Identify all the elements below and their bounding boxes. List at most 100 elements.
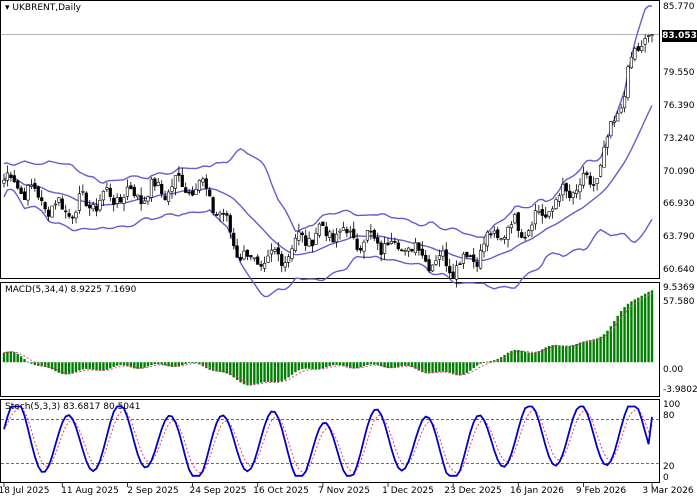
candle-body: [550, 208, 555, 212]
candle-body: [338, 230, 342, 233]
candle-body: [19, 187, 23, 195]
candle-body: [571, 192, 575, 198]
candle-body: [328, 231, 332, 238]
candle-body: [544, 214, 548, 218]
macd-bar: [438, 362, 441, 372]
macd-bar: [462, 362, 465, 375]
candle-body: [81, 190, 85, 193]
macd-bar: [609, 326, 613, 363]
macd-bar: [616, 315, 619, 363]
macd-panel[interactable]: MACD(5,34,4) 8.9225 7.1690: [0, 282, 660, 397]
macd-bar: [115, 362, 119, 366]
macd-bar: [499, 357, 503, 363]
candle-body: [201, 178, 205, 183]
macd-bar: [613, 321, 616, 363]
candle-body: [540, 209, 544, 216]
candle-body: [345, 228, 349, 234]
macd-bar: [362, 362, 366, 367]
candle-body: [372, 229, 376, 239]
candle-body: [160, 184, 164, 195]
candle-body: [214, 214, 219, 216]
date-tick: 24 Sep 2025: [189, 486, 247, 496]
macd-bar: [647, 291, 650, 363]
date-tick: 9 Feb 2026: [575, 486, 627, 496]
macd-bar: [225, 362, 229, 374]
macd-bar: [407, 362, 410, 367]
candle-body: [379, 242, 383, 255]
candle-body: [170, 186, 174, 192]
candle-body: [276, 247, 280, 255]
candle-body: [156, 181, 160, 186]
macd-bar: [263, 362, 266, 383]
candle-body: [33, 183, 37, 189]
macd-bar: [325, 362, 328, 368]
macd-bar: [71, 362, 74, 374]
candle-body: [166, 191, 171, 202]
macd-bar: [283, 362, 287, 380]
candle-body: [376, 237, 380, 244]
date-tick: 16 Jan 2026: [510, 486, 564, 496]
candle-body: [70, 216, 75, 219]
timeframe-label: Daily: [58, 3, 81, 13]
macd-bar: [273, 362, 277, 383]
candle-body: [218, 212, 222, 216]
macd-bar: [592, 339, 595, 363]
candle-body: [208, 189, 212, 197]
macd-bar: [160, 362, 163, 365]
macd-bar: [98, 362, 102, 371]
price-tick: 73.240: [663, 134, 695, 144]
candle-body: [578, 184, 582, 193]
macd-bar: [242, 362, 246, 385]
candle-body: [629, 56, 634, 69]
macd-bar: [211, 362, 215, 371]
macd-bar: [218, 362, 222, 372]
macd-bar: [222, 362, 225, 373]
candle-body: [413, 242, 418, 254]
macd-bar: [249, 362, 253, 386]
macd-bar: [205, 362, 208, 369]
candle-body: [417, 242, 421, 251]
macd-label: MACD(5,34,4) 8.9225 7.1690: [5, 285, 137, 295]
macd-bar: [57, 362, 61, 373]
candle-body: [50, 205, 54, 218]
candle-body: [211, 197, 215, 214]
candle-body: [40, 197, 44, 202]
macd-bar: [177, 362, 181, 367]
macd-bar: [232, 362, 235, 378]
candle-body: [36, 186, 40, 198]
date-tick: 3 Mar 2026: [642, 486, 694, 496]
macd-bar: [47, 362, 50, 368]
candle-body: [461, 253, 466, 264]
candle-body: [574, 189, 579, 195]
macd-bar: [527, 352, 530, 363]
macd-bar: [81, 362, 85, 370]
candle-body: [273, 249, 277, 252]
macd-bar: [630, 301, 633, 363]
candle-body: [22, 191, 27, 200]
candle-body: [115, 197, 119, 204]
candle-body: [9, 174, 13, 178]
candle-body: [324, 226, 328, 237]
macd-bar: [465, 362, 469, 374]
candle-body: [149, 178, 154, 198]
candle-body: [472, 254, 476, 262]
macd-bar: [67, 362, 71, 375]
candle-body: [502, 237, 507, 240]
macd-bar: [414, 362, 417, 369]
symbol-label: UKBRENT: [12, 3, 56, 13]
macd-bar: [105, 362, 109, 370]
stoch-signal-line: [3, 407, 653, 474]
stochastic-panel[interactable]: Stoch(5,3,3) 83.6817 80.5041: [0, 399, 660, 483]
candle-body: [633, 48, 637, 60]
stoch-tick: 20: [663, 462, 675, 472]
candle-body: [232, 232, 236, 246]
candle-body: [352, 228, 356, 238]
candle-body: [619, 107, 623, 113]
macd-bar: [314, 362, 318, 370]
candle-body: [16, 180, 20, 189]
macd-bar: [390, 362, 393, 369]
candle-body: [122, 197, 126, 204]
candle-body: [91, 204, 95, 210]
candle-body: [564, 183, 568, 192]
macd-bar: [19, 356, 23, 363]
